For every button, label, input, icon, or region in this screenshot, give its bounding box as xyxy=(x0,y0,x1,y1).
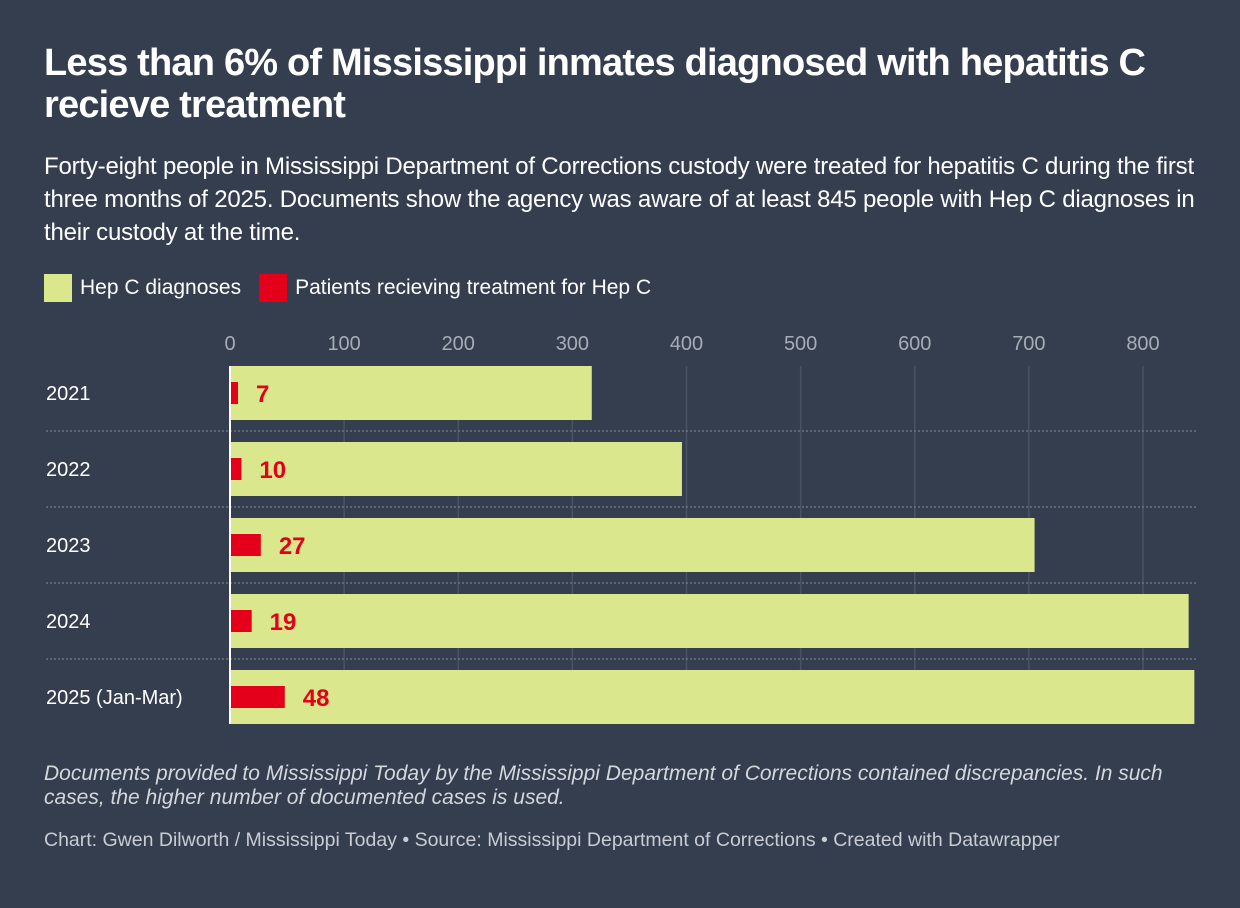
bar-treatment xyxy=(230,458,242,480)
legend-label-treatment: Patients recieving treatment for Hep C xyxy=(295,276,652,299)
value-label-treatment: 27 xyxy=(279,533,306,560)
category-label: 2025 (Jan-Mar) xyxy=(46,687,183,709)
bar-diagnoses xyxy=(230,366,592,420)
legend-label-diagnoses: Hep C diagnoses xyxy=(80,276,242,299)
value-label-treatment: 10 xyxy=(259,457,286,484)
tick-label-800: 800 xyxy=(1126,333,1159,355)
legend: Hep C diagnoses Patients recieving treat… xyxy=(44,274,669,302)
bar-diagnoses xyxy=(230,518,1035,572)
value-label-treatment: 48 xyxy=(303,685,330,712)
legend-item-treatment: Patients recieving treatment for Hep C xyxy=(259,274,651,302)
tick-label-500: 500 xyxy=(784,333,817,355)
bar-diagnoses xyxy=(230,594,1189,648)
tick-label-200: 200 xyxy=(442,333,475,355)
value-label-treatment: 7 xyxy=(256,381,269,408)
legend-swatch-treatment xyxy=(259,274,288,302)
chart-byline: Chart: Gwen Dilworth / Mississippi Today… xyxy=(44,829,1060,851)
legend-item-diagnoses: Hep C diagnoses xyxy=(44,274,241,302)
tick-label-600: 600 xyxy=(898,333,931,355)
bar-diagnoses xyxy=(230,670,1195,724)
category-label: 2024 xyxy=(46,611,91,633)
tick-label-300: 300 xyxy=(556,333,589,355)
chart-title: Less than 6% of Mississippi inmates diag… xyxy=(44,42,1146,126)
bar-treatment xyxy=(230,686,285,708)
bar-diagnoses xyxy=(230,442,682,496)
tick-label-700: 700 xyxy=(1012,333,1045,355)
bar-treatment xyxy=(230,382,238,404)
chart-svg: 0 100 200 300 400 500 600 700 800 2021 7 2022 10 2023… xyxy=(46,333,1196,724)
bar-treatment xyxy=(230,610,252,632)
legend-swatch-diagnoses xyxy=(44,274,72,302)
value-label-treatment: 19 xyxy=(270,609,297,636)
bar-treatment xyxy=(230,534,261,556)
chart-notes: Documents provided to Mississippi Today … xyxy=(44,762,1163,809)
tick-label-100: 100 xyxy=(327,333,360,355)
category-label: 2021 xyxy=(46,383,91,405)
chart-subtitle: Forty-eight people in Mississippi Depart… xyxy=(44,153,1195,246)
category-label: 2022 xyxy=(46,459,91,481)
bar-chart: 0 100 200 300 400 500 600 700 800 2021 7 2022 10 2023… xyxy=(0,320,1240,740)
tick-label-400: 400 xyxy=(670,333,703,355)
category-label: 2023 xyxy=(46,535,91,557)
tick-label-0: 0 xyxy=(224,333,235,355)
